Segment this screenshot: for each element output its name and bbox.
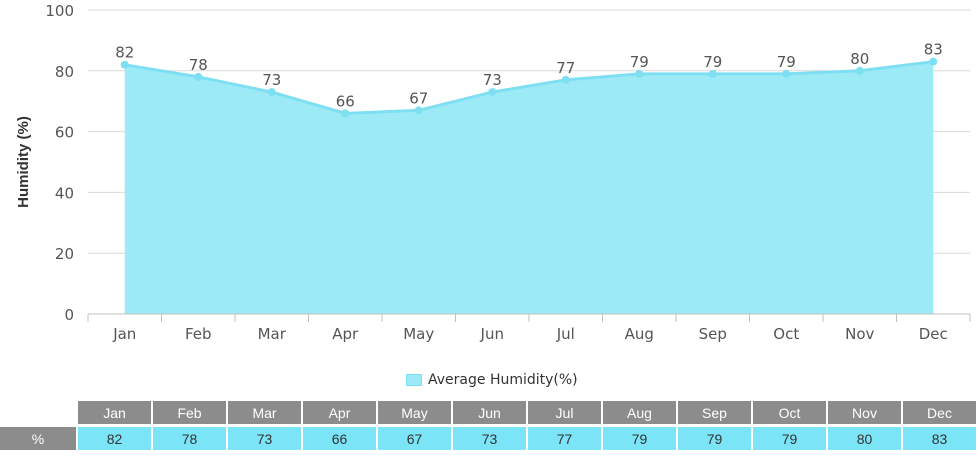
table-header-cell: Dec [903,401,976,424]
humidity-area [125,62,934,314]
data-label: 66 [336,92,355,110]
data-label: 82 [115,44,134,62]
table-value-cell: 73 [453,427,526,450]
chart-legend[interactable]: Average Humidity(%) [406,370,578,390]
data-point [782,70,790,78]
data-point [562,76,570,84]
table-header-cell: Oct [753,401,826,424]
data-label: 79 [630,53,649,71]
x-tick-label: May [403,325,434,343]
data-label: 73 [262,71,281,89]
table-value-cell: 79 [603,427,676,450]
table-header-cell: Apr [303,401,376,424]
y-tick-label: 60 [55,124,74,142]
x-tick-label: Apr [332,325,359,343]
data-label: 67 [409,89,428,107]
table-header-cell: Jun [453,401,526,424]
y-axis-title: Humidity (%) [15,116,32,208]
data-point [268,88,276,96]
table-header-cell: Jul [528,401,601,424]
table-value-cell: 79 [678,427,751,450]
x-tick-label: Jul [556,325,575,343]
data-label: 83 [924,41,943,59]
data-label: 77 [556,59,575,77]
data-table: Jan Feb Mar Apr May Jun Jul Aug Sep Oct Nov Dec % 8… [0,401,980,451]
y-tick-label: 0 [64,306,74,324]
humidity-area-chart: 0 20 40 60 80 100 Jan Feb Mar Apr May Jun Jul Aug Sep O… [0,0,980,400]
y-tick-label: 100 [45,2,74,20]
table-header-cell: Feb [153,401,226,424]
data-point [121,61,129,69]
table-value-cell: 80 [828,427,901,450]
table-value-cell: 79 [753,427,826,450]
legend-label: Average Humidity(%) [428,372,578,388]
y-tick-label: 20 [55,245,74,263]
data-label: 73 [483,71,502,89]
table-value-cell: 77 [528,427,601,450]
table-value-cell: 67 [378,427,451,450]
table-header-cell: Jan [78,401,151,424]
x-tick-label: Dec [919,325,948,343]
data-point [635,70,643,78]
x-tick-label: Oct [773,325,799,343]
table-header-cell: Sep [678,401,751,424]
data-point [929,58,937,66]
y-tick-label: 80 [55,63,74,81]
table-header-cell: Nov [828,401,901,424]
x-tick-label: Mar [258,325,287,343]
data-point [415,106,423,114]
legend-swatch [406,374,422,386]
table-value-cell: 66 [303,427,376,450]
table-value-cell: 78 [153,427,226,450]
data-point [709,70,717,78]
table-row-label: % [0,427,76,450]
x-tick-label: Nov [845,325,874,343]
table-value-cell: 82 [78,427,151,450]
data-label: 79 [703,53,722,71]
data-label: 80 [850,50,869,68]
x-tick-label: Feb [185,325,212,343]
table-header-cell: Mar [228,401,301,424]
data-point [488,88,496,96]
data-point [194,73,202,81]
x-tick-label: Jan [112,325,136,343]
x-tick-label: Jun [480,325,504,343]
y-tick-label: 40 [55,184,74,202]
x-tick-label: Sep [699,325,727,343]
data-label: 79 [777,53,796,71]
table-value-cell: 73 [228,427,301,450]
data-point [856,67,864,75]
table-value-cell: 83 [903,427,976,450]
x-tick-label: Aug [625,325,654,343]
table-header-row: Jan Feb Mar Apr May Jun Jul Aug Sep Oct Nov Dec [0,401,980,424]
data-point [341,109,349,117]
data-label: 78 [189,56,208,74]
table-value-row: % 82 78 73 66 67 73 77 79 79 79 80 83 [0,427,980,450]
table-header-cell: May [378,401,451,424]
table-header-cell: Aug [603,401,676,424]
